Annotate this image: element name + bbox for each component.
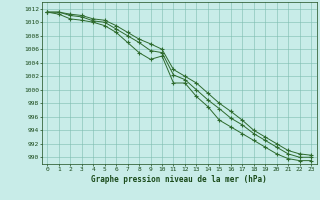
X-axis label: Graphe pression niveau de la mer (hPa): Graphe pression niveau de la mer (hPa) xyxy=(91,175,267,184)
